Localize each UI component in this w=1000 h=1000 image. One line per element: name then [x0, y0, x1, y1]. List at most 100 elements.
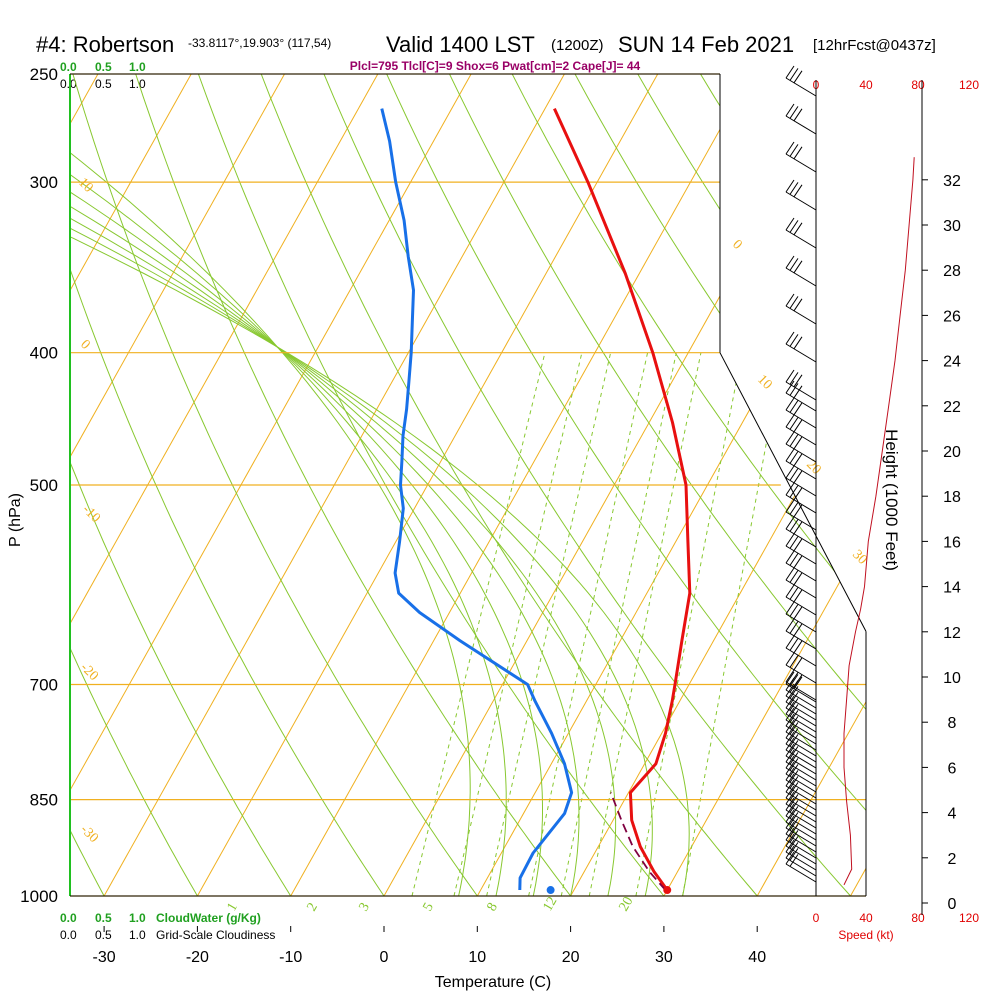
wind-barb: [785, 460, 817, 480]
wind-barb-tick: [789, 848, 799, 861]
wind-barb-tick: [789, 800, 799, 813]
wind-barb: [785, 755, 817, 775]
isotherm-line: [70, 74, 285, 896]
cloudiness-label: Grid-Scale Cloudiness: [156, 928, 275, 942]
speed-axis-label: Speed (kt): [838, 928, 893, 942]
cloudiness-tick-top: 0.5: [95, 77, 112, 91]
speed-tick-bottom: 0: [813, 911, 820, 925]
wind-barb-tick: [789, 842, 799, 855]
x-tick-label: 40: [748, 949, 766, 966]
wind-barb-tick: [785, 584, 795, 598]
wind-barb-tick: [793, 676, 803, 690]
wind-barb-tick: [785, 482, 795, 496]
wind-barb: [785, 797, 817, 817]
wind-barb-tick: [793, 453, 803, 467]
mixing-ratio-label: 5: [420, 900, 436, 914]
wind-barb-tick: [785, 719, 795, 733]
wind-barb-tick: [789, 144, 799, 157]
wind-barb-tick: [789, 728, 799, 741]
wind-barb-tick: [793, 419, 803, 433]
pressure-tick-label: 700: [30, 676, 58, 695]
dry-adiabat-line: [762, 74, 866, 896]
wind-barb-tick: [793, 436, 803, 450]
wind-barb-tick: [789, 854, 799, 867]
wind-barb-tick: [785, 851, 795, 865]
wind-barb-tick: [793, 146, 803, 160]
wind-barb-tick: [789, 764, 799, 777]
wind-barb-tick: [789, 570, 799, 583]
wind-barb-tick: [793, 623, 803, 637]
wind-barb: [785, 725, 817, 745]
wind-barb-tick: [789, 752, 799, 765]
wind-barb-tick: [789, 758, 799, 771]
wind-barb: [785, 839, 817, 859]
wind-barb: [785, 743, 817, 763]
wind-barb-tick: [789, 716, 799, 729]
wind-barb-tick: [785, 731, 795, 745]
wind-barb-tick: [789, 502, 799, 515]
surface-temperature-marker: [663, 886, 672, 895]
dewpoint-profile: [380, 108, 574, 891]
wind-barb-tick: [793, 538, 803, 552]
wind-barb-tick: [785, 743, 795, 757]
wind-barb: [785, 381, 817, 401]
x-tick-label: 10: [468, 949, 486, 966]
wind-barb-tick: [785, 701, 795, 715]
wind-barb-tick: [785, 669, 795, 683]
wind-barb-tick: [785, 761, 795, 775]
wind-barb-tick: [785, 499, 795, 513]
height-tick-label: 12: [943, 625, 961, 642]
wind-barb-tick: [789, 674, 799, 687]
cloudwater-tick-bottom: 0.5: [95, 911, 112, 925]
wind-barb: [785, 647, 817, 667]
mixing-ratio-line: [411, 352, 546, 896]
wind-barb-tick: [785, 803, 795, 817]
wind-barb-tick: [789, 830, 799, 843]
isotherm-label: -20: [77, 660, 101, 684]
wind-barb-tick: [785, 833, 795, 847]
pressure-tick-label: 850: [30, 791, 58, 810]
wind-barb-tick: [793, 657, 803, 671]
wind-barb: [785, 267, 817, 287]
wind-barb: [785, 443, 817, 463]
mixing-ratio-line: [486, 352, 612, 896]
mixing-ratio-label: 2: [304, 900, 320, 914]
cloudwater-tick-bottom: 1.0: [129, 911, 146, 925]
wind-barb-tick: [789, 417, 799, 430]
dry-adiabat-line: [825, 74, 866, 896]
dry-adiabat-line: [70, 74, 292, 896]
pressure-tick-label: 400: [30, 344, 58, 363]
wind-barb-tick: [789, 434, 799, 447]
wind-barb-tick: [785, 255, 795, 269]
wind-barb: [785, 77, 817, 97]
wind-barb: [785, 689, 817, 709]
wind-barb: [785, 815, 817, 835]
wind-barb-tick: [793, 674, 803, 688]
x-axis-title: Temperature (C): [435, 974, 551, 991]
wind-barb-tick: [793, 385, 803, 399]
wind-barb-tick: [785, 567, 795, 581]
wind-barb-tick: [785, 797, 795, 811]
wind-barb-tick: [785, 785, 795, 799]
wind-barb-tick: [789, 220, 799, 233]
height-tick-label: 22: [943, 399, 961, 416]
wind-barb-tick: [793, 222, 803, 236]
height-tick-label: 4: [948, 806, 957, 823]
isotherm-line: [756, 74, 866, 896]
wind-barb-tick: [785, 141, 795, 155]
temperature-profile: [553, 107, 692, 891]
speed-tick-top: 40: [859, 78, 873, 92]
wind-barb-tick: [789, 258, 799, 271]
wind-barb: [785, 827, 817, 847]
valid-utc: (1200Z): [551, 37, 604, 54]
wind-barb-tick: [789, 812, 799, 825]
wind-barb-tick: [785, 689, 795, 703]
wind-barb-tick: [793, 470, 803, 484]
wind-barb-tick: [793, 298, 803, 312]
height-tick-label: 30: [943, 218, 961, 235]
wind-barb-tick: [793, 336, 803, 350]
wind-barb-tick: [785, 695, 795, 709]
wind-barb-tick: [789, 587, 799, 600]
